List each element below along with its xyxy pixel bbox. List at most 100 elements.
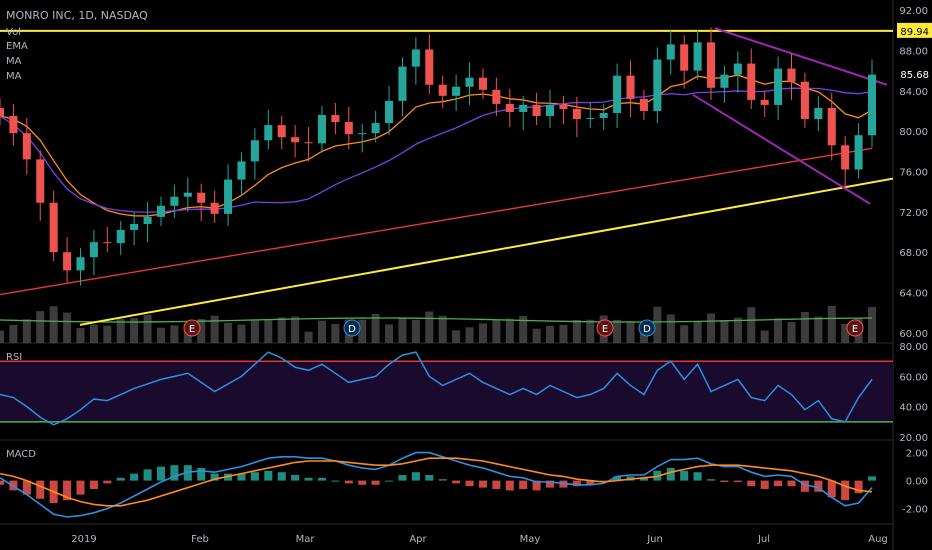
macd-histogram-bar: [639, 477, 648, 481]
macd-histogram-bar: [492, 480, 501, 489]
volume-bar: [438, 315, 447, 343]
macd-histogram-bar: [143, 469, 152, 481]
volume-bar: [626, 321, 635, 343]
macd-histogram-bar: [747, 480, 756, 487]
volume-bar: [331, 323, 340, 343]
macd-axis-tick: 2.00: [906, 449, 928, 460]
macd-histogram-bar: [398, 475, 407, 481]
volume-bar: [277, 317, 286, 343]
price-candles: [0, 27, 877, 286]
indicator-label-ma: MA: [6, 56, 22, 67]
macd-axis-tick: -2.00: [902, 505, 928, 516]
time-axis-label: Feb: [191, 534, 209, 545]
macd-histogram-bar: [371, 480, 380, 485]
time-axis-label: Mar: [296, 534, 316, 545]
volume-bar: [130, 318, 139, 343]
volume-bar: [546, 325, 555, 343]
candle-body: [626, 75, 635, 99]
volume-bar: [143, 314, 152, 343]
volume-bar: [827, 305, 836, 343]
candle-body: [76, 257, 85, 271]
macd-histogram-bar: [304, 477, 313, 481]
macd-histogram-bar: [291, 475, 300, 481]
candle-body: [385, 100, 394, 124]
volume-bar: [237, 324, 246, 343]
volume-bar: [653, 306, 662, 343]
candle-body: [867, 74, 877, 136]
macd-histogram-bar: [103, 480, 112, 484]
volume-bar: [559, 324, 568, 343]
candle-body: [224, 179, 233, 214]
macd-histogram-bar: [586, 480, 595, 485]
candle-body: [317, 115, 326, 144]
ema-line: [0, 74, 873, 217]
candle-body: [143, 216, 152, 224]
macd-line: [0, 451, 873, 518]
ma-slow-line: [0, 147, 873, 296]
volume-bar: [197, 319, 206, 343]
macd-histogram-bar: [666, 468, 675, 481]
candle-body: [371, 123, 380, 134]
macd-histogram-bar: [841, 480, 850, 501]
price-axis-tick: 84.00: [899, 87, 928, 98]
volume-bar: [425, 311, 434, 343]
macd-histogram-bar: [800, 480, 809, 492]
earnings-marker-label: E: [852, 324, 858, 335]
earnings-marker-circle: [846, 319, 864, 337]
volume-bar: [371, 314, 380, 343]
ma-fast-line: [0, 87, 873, 213]
macd-histogram-bar: [438, 479, 447, 481]
candle-body: [398, 66, 407, 101]
price-axis-tick: 88.00: [899, 46, 928, 57]
macd-histogram-bar: [720, 480, 729, 482]
macd-histogram-bar: [827, 480, 836, 498]
rsi-axis-tick: 60.00: [899, 372, 928, 383]
rsi-line: [0, 351, 873, 426]
earnings-marker: E: [846, 319, 864, 337]
rsi-label: RSI: [6, 352, 22, 363]
volume-bar: [720, 320, 729, 343]
candle-body: [9, 116, 18, 134]
time-axis-label: Jun: [646, 534, 663, 545]
volume-bar: [814, 316, 823, 343]
candle-body: [599, 112, 608, 119]
time-axis-label: Aug: [868, 534, 888, 545]
rsi-axis-tick: 40.00: [899, 403, 928, 414]
candle-body: [760, 99, 769, 105]
volume-bar: [465, 327, 474, 343]
macd-histogram-bar: [89, 480, 98, 489]
volume-bar: [760, 330, 769, 343]
candle-body: [532, 104, 541, 117]
candle-body: [156, 205, 166, 217]
volume-bar: [210, 315, 219, 343]
macd-histogram-bar: [250, 472, 259, 481]
candle-body: [613, 75, 622, 113]
dividend-marker-circle: [638, 319, 656, 337]
candle-body: [210, 202, 219, 214]
macd-histogram-bar: [156, 466, 166, 481]
time-axis-label: May: [520, 534, 541, 545]
macd-histogram-bar: [116, 477, 125, 481]
volume-bars: [0, 305, 877, 343]
candle-body: [63, 252, 72, 271]
macd-histogram-bar: [36, 480, 45, 499]
candle-body: [36, 159, 45, 203]
candle-body: [411, 49, 420, 67]
volume-bar: [89, 324, 98, 343]
macd-histogram-bar: [358, 480, 367, 485]
macd-histogram-bar: [733, 480, 742, 482]
price-axis-tick: 64.00: [899, 289, 928, 300]
volume-bar: [9, 324, 18, 343]
price-axis-tick: 60.00: [899, 329, 928, 340]
volume-bar: [519, 315, 528, 343]
candle-body: [465, 77, 474, 87]
earnings-marker-label: E: [602, 324, 608, 335]
candle-body: [841, 145, 850, 170]
price-axis-tick: 72.00: [899, 208, 928, 219]
volume-bar: [747, 307, 756, 343]
candle-body: [438, 84, 447, 96]
macd-histogram-bar: [760, 480, 769, 489]
volume-bar: [693, 321, 702, 343]
macd-histogram-bar: [170, 465, 179, 481]
